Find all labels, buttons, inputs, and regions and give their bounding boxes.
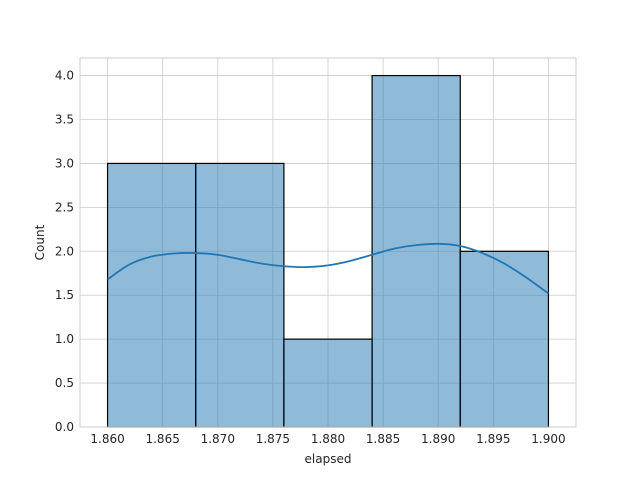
y-tick-label: 3.5 [55, 113, 74, 127]
y-axis-title: Count [33, 224, 47, 260]
y-tick-label: 2.0 [55, 244, 74, 258]
x-tick-label: 1.895 [476, 432, 510, 446]
histogram-bar [106, 162, 197, 428]
x-tick-label: 1.890 [421, 432, 455, 446]
x-tick-label: 1.885 [366, 432, 400, 446]
y-tick-label: 0.5 [55, 376, 74, 390]
y-tick-label: 2.5 [55, 200, 74, 214]
histogram-bar [283, 338, 373, 428]
y-tick-label: 0.0 [55, 420, 74, 434]
histogram-bar [459, 250, 550, 428]
x-tick-labels: 1.860 1.865 1.870 1.875 1.880 1.885 1.890 1.895… [90, 432, 565, 446]
x-tick-label: 1.880 [311, 432, 345, 446]
x-tick-label: 1.875 [256, 432, 290, 446]
kde-layer [107, 242, 549, 295]
y-tick-labels: 0.0 0.5 1.0 1.5 2.0 2.5 3.0 3.5 4.0 [55, 69, 74, 434]
x-tick-label: 1.865 [145, 432, 179, 446]
y-tick-label: 1.0 [55, 332, 74, 346]
x-tick-label: 1.860 [90, 432, 124, 446]
y-tick-label: 4.0 [55, 69, 74, 83]
x-axis-title: elapsed [305, 452, 352, 466]
y-tick-label: 3.0 [55, 156, 74, 170]
bars-layer [106, 74, 550, 428]
kde-curve [107, 242, 549, 295]
histogram-bar [195, 162, 285, 428]
plot-frame [79, 57, 577, 428]
y-tick-label: 1.5 [55, 288, 74, 302]
x-tick-label: 1.900 [531, 432, 565, 446]
x-tick-label: 1.870 [201, 432, 235, 446]
